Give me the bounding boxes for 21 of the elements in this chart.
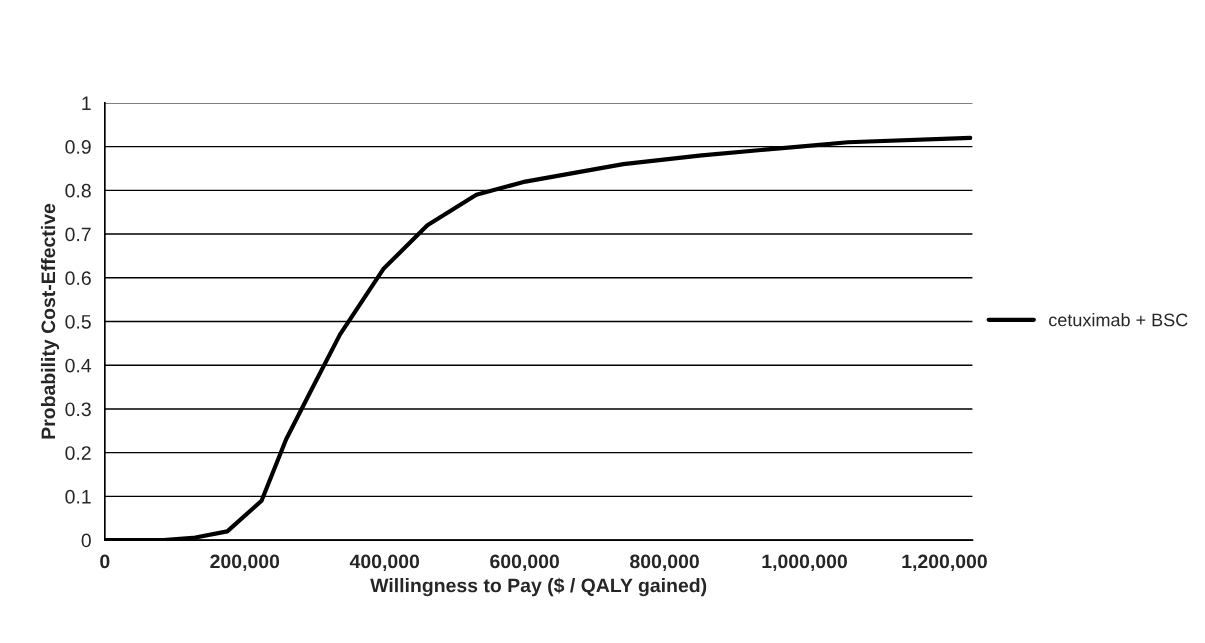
x-tick-label: 1,000,000 [762,554,847,572]
y-tick-label: 0.1 [65,489,91,504]
x-tick-label: 1,200,000 [902,554,987,572]
y-axis-title: Probability Cost-Effective [40,203,60,439]
y-tick-label: 1 [82,96,91,110]
y-tick-label: 0 [81,533,91,548]
legend-label: cetuximab + BSC [1049,313,1188,327]
x-tick-label: 400,000 [349,554,420,572]
y-tick-label: 0.8 [65,183,91,198]
y-tick-label: 0.2 [65,446,91,460]
y-tick-label: 0.9 [65,140,91,154]
x-tick-label: 200,000 [210,554,280,572]
x-tick-label: 0 [100,554,110,569]
y-tick-label: 0.6 [65,271,91,286]
y-tick-label: 0.4 [65,358,92,373]
y-tick-label: 0.3 [65,402,91,417]
y-tick-label: 0.7 [65,227,91,242]
x-tick-label: 600,000 [490,554,559,572]
x-axis-title: Willingness to Pay ($ / QALY gained) [370,577,707,597]
y-tick-label: 0.5 [65,314,91,329]
x-tick-label: 800,000 [630,554,699,572]
